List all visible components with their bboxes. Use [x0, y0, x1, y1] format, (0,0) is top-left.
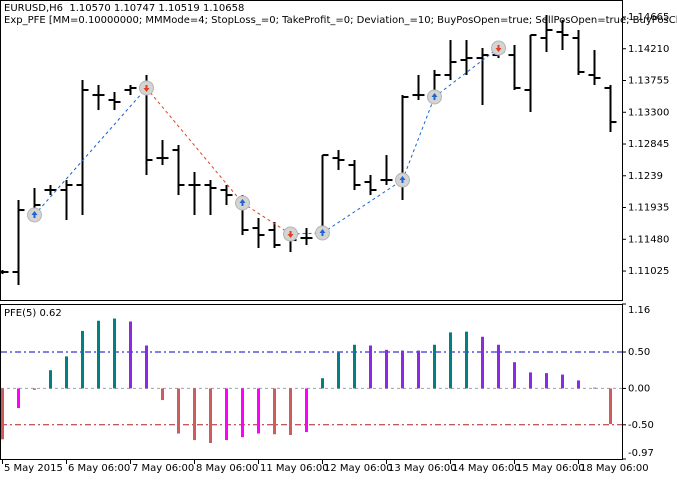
histogram-bar	[289, 388, 292, 435]
y-tick-label: 1.11025	[628, 266, 669, 277]
signal-arrow	[143, 84, 150, 92]
y-tick-label: 0.00	[628, 383, 650, 394]
zigzag-segment	[146, 87, 243, 204]
signal-marker	[315, 225, 330, 241]
histogram-bar	[81, 330, 84, 389]
signal-arrow	[399, 176, 406, 184]
histogram-bar	[497, 344, 500, 389]
histogram-bar	[481, 336, 484, 389]
signal-arrow	[495, 44, 502, 52]
histogram-bar	[305, 388, 308, 433]
price-panel	[0, 0, 623, 301]
zigzag-segment	[322, 179, 403, 234]
zigzag-segment	[434, 47, 499, 98]
histogram-bar	[49, 370, 52, 389]
histogram-bar	[529, 372, 532, 389]
x-tick-label: 14 May 06:00	[452, 463, 521, 474]
y-tick-label: 1.12845	[628, 139, 669, 150]
histogram-bar	[561, 374, 564, 389]
indicator-panel	[0, 304, 623, 460]
x-tick-label: 5 May 2015	[4, 463, 63, 474]
x-tick-label: 8 May 06:00	[196, 463, 258, 474]
signal-marker	[139, 80, 154, 96]
x-tick-label: 12 May 06:00	[324, 463, 393, 474]
x-tick-label: 18 May 06:00	[580, 463, 649, 474]
histogram-bar	[209, 388, 212, 443]
y-tick-label: 1.13300	[628, 107, 669, 118]
y-tick-label: 1.1239	[628, 171, 663, 182]
histogram-bar	[129, 321, 132, 389]
histogram-bar	[465, 331, 468, 389]
x-tick-label: 13 May 06:00	[388, 463, 457, 474]
zigzag-segment	[34, 87, 147, 216]
signal-arrow	[287, 231, 294, 239]
y-tick-label: 1.16	[628, 305, 650, 316]
x-tick-label: 11 May 06:00	[260, 463, 329, 474]
histogram-bar	[513, 362, 516, 389]
histogram-bar	[33, 388, 36, 390]
y-tick-label: 0.50	[628, 347, 650, 358]
histogram-bar	[113, 318, 116, 389]
histogram-bar	[369, 345, 372, 389]
histogram-bar	[177, 388, 180, 434]
histogram-bar	[401, 350, 404, 389]
histogram-bar	[193, 388, 196, 441]
histogram-bar	[417, 350, 420, 389]
histogram-bar	[337, 352, 340, 389]
y-tick-label: 1.14665	[628, 12, 669, 23]
histogram-bar	[545, 373, 548, 389]
indicator-title: PFE(5) 0.62	[4, 308, 62, 319]
signal-arrow	[319, 229, 326, 237]
signal-arrow	[31, 210, 38, 218]
histogram-bar	[241, 388, 244, 438]
signal-marker	[395, 172, 410, 188]
histogram-bar	[385, 349, 388, 389]
histogram-bar	[17, 388, 20, 409]
signal-marker	[283, 226, 298, 242]
x-tick-label: 7 May 06:00	[132, 463, 194, 474]
histogram-bar	[321, 378, 324, 389]
y-tick-label: -0.97	[628, 448, 654, 459]
histogram-bar	[161, 388, 164, 401]
signal-marker	[27, 207, 42, 223]
histogram-bar	[145, 345, 148, 389]
histogram-bar	[97, 320, 100, 389]
histogram-bar	[593, 387, 596, 389]
expert-info: Exp_PFE [MM=0.10000000; MMMode=4; StopLo…	[4, 15, 677, 26]
histogram-bar	[1, 388, 4, 440]
signal-arrow	[239, 198, 246, 206]
y-tick-label: 1.11480	[628, 234, 669, 245]
y-tick-label: 1.13755	[628, 76, 669, 87]
histogram-bar	[273, 388, 276, 435]
histogram-bar	[225, 388, 228, 441]
histogram-bar	[577, 380, 580, 389]
histogram-bar	[433, 344, 436, 389]
zigzag-segment	[402, 96, 435, 181]
signal-marker	[491, 40, 506, 56]
x-tick-label: 15 May 06:00	[516, 463, 585, 474]
x-tick-label: 6 May 06:00	[68, 463, 130, 474]
y-tick-label: 1.11935	[628, 203, 669, 214]
histogram-bar	[449, 332, 452, 389]
histogram-bar	[65, 356, 68, 389]
histogram-bar	[257, 388, 260, 434]
y-tick-label: -0.50	[628, 420, 654, 431]
signal-marker	[427, 89, 442, 105]
histogram-bar	[609, 388, 612, 425]
y-tick-label: 1.14210	[628, 44, 669, 55]
signal-arrow	[431, 92, 438, 100]
signal-marker	[235, 195, 250, 211]
histogram-bar	[353, 344, 356, 389]
symbol-info: EURUSD,H6 1.10570 1.10747 1.10519 1.1065…	[4, 3, 244, 14]
